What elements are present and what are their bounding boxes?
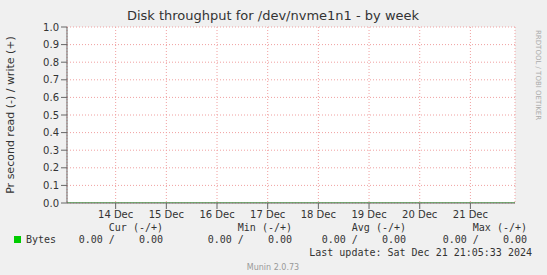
svg-text:0.5: 0.5: [43, 110, 59, 121]
svg-text:0.00 / 0.00: 0.00 / 0.00: [79, 234, 163, 245]
svg-text:Disk throughput for /dev/nvme1: Disk throughput for /dev/nvme1n1 - by we…: [127, 8, 420, 23]
svg-text:0.0: 0.0: [43, 198, 59, 209]
svg-text:Min (-/+): Min (-/+): [238, 222, 292, 233]
svg-text:0.8: 0.8: [43, 57, 59, 68]
svg-text:16 Dec: 16 Dec: [199, 209, 234, 220]
svg-text:0.9: 0.9: [43, 39, 59, 50]
svg-text:Munin 2.0.73: Munin 2.0.73: [247, 263, 299, 272]
svg-text:18 Dec: 18 Dec: [301, 209, 336, 220]
svg-text:RRDTOOL / TOBI OETIKER: RRDTOOL / TOBI OETIKER: [534, 30, 539, 120]
svg-text:14 Dec: 14 Dec: [98, 209, 133, 220]
svg-text:Bytes: Bytes: [26, 234, 56, 245]
svg-text:0.6: 0.6: [43, 92, 59, 103]
svg-text:19 Dec: 19 Dec: [351, 209, 386, 220]
svg-text:0.7: 0.7: [43, 74, 59, 85]
svg-text:Max (-/+): Max (-/+): [473, 222, 527, 233]
svg-text:0.1: 0.1: [43, 180, 59, 191]
svg-text:0.00 / 0.00: 0.00 / 0.00: [208, 234, 292, 245]
svg-text:Pr second read (-) / write (+): Pr second read (-) / write (+): [8, 36, 17, 194]
svg-text:Cur (-/+): Cur (-/+): [109, 222, 163, 233]
svg-text:Last update: Sat Dec 21 21:05:: Last update: Sat Dec 21 21:05:33 2024: [309, 247, 532, 258]
svg-text:0.00 / 0.00: 0.00 / 0.00: [322, 234, 406, 245]
svg-text:15 Dec: 15 Dec: [149, 209, 184, 220]
svg-text:Avg (-/+): Avg (-/+): [352, 222, 406, 233]
svg-text:20 Dec: 20 Dec: [402, 209, 437, 220]
svg-text:0.2: 0.2: [43, 162, 59, 173]
svg-text:0.3: 0.3: [43, 145, 59, 156]
svg-text:1.0: 1.0: [43, 22, 59, 33]
svg-text:17 Dec: 17 Dec: [250, 209, 285, 220]
svg-text:0.4: 0.4: [43, 127, 59, 138]
svg-text:21 Dec: 21 Dec: [453, 209, 488, 220]
svg-text:0.00 / 0.00: 0.00 / 0.00: [443, 234, 527, 245]
